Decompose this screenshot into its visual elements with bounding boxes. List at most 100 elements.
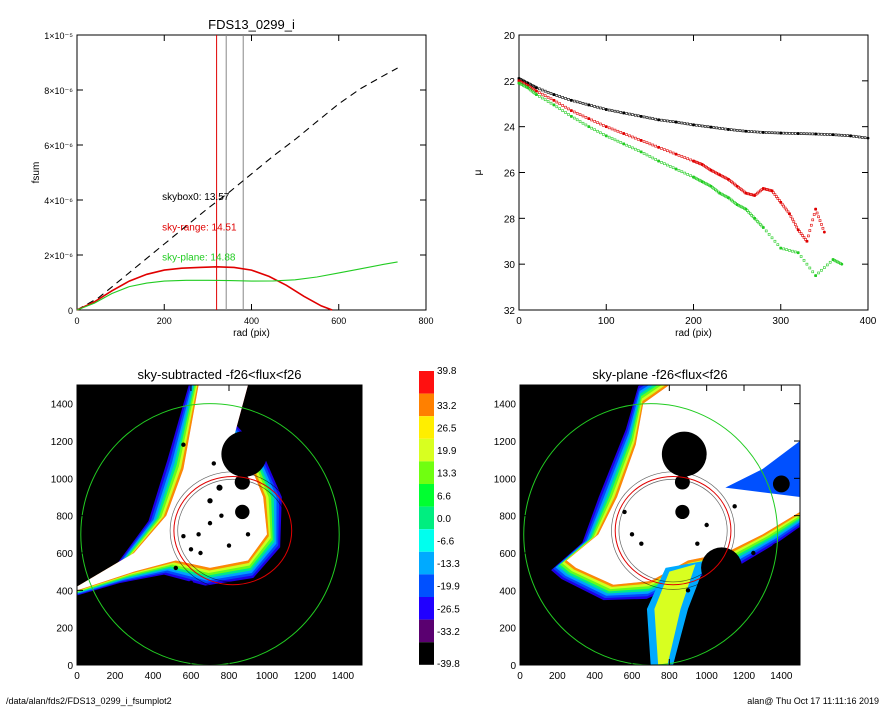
data-point-red <box>671 151 675 155</box>
data-point-black <box>712 126 716 129</box>
data-point-black <box>619 111 623 114</box>
data-point-red <box>636 137 640 141</box>
x-tick-label: 800 <box>418 316 433 326</box>
data-point-black <box>692 123 695 127</box>
data-point-black <box>546 90 550 94</box>
plot-frame <box>76 384 363 666</box>
data-point-red <box>764 188 768 191</box>
data-point-black <box>578 101 582 104</box>
masked-source <box>216 484 223 491</box>
data-point-black <box>634 113 637 117</box>
data-point-black <box>636 114 640 118</box>
data-point-green <box>840 262 844 266</box>
colorbar: 39.8 33.2 26.5 19.9 13.3 6.6 0.0 -6.6 -13.3 -19.9… <box>419 366 460 670</box>
data-point-green <box>831 258 835 261</box>
data-point-green <box>791 249 794 253</box>
masked-source <box>723 578 728 584</box>
data-point-black <box>543 89 547 93</box>
data-point-black <box>706 125 710 129</box>
data-point-green <box>751 215 755 219</box>
x-tick-label: 600 <box>331 316 346 326</box>
data-point-red <box>616 129 620 133</box>
colorbar-label: 13.3 <box>437 469 457 480</box>
masked-source <box>788 625 793 630</box>
masked-source <box>701 547 743 589</box>
data-point-green <box>671 166 675 170</box>
data-point-green <box>526 86 530 90</box>
data-point-red <box>666 149 669 153</box>
annulus-ring <box>177 478 289 583</box>
y-tick-label: 20 <box>504 31 516 42</box>
plot-frame <box>76 34 427 311</box>
data-point-green <box>761 226 765 229</box>
masked-source <box>751 550 756 556</box>
data-point-black <box>715 126 719 130</box>
masked-source <box>235 504 250 520</box>
colorbar-swatch <box>419 619 434 643</box>
colorbar-label: 26.5 <box>437 424 457 435</box>
data-point-black <box>788 132 791 135</box>
data-point-red <box>709 168 713 172</box>
x-axis-label: rad (pix) <box>675 328 712 339</box>
footer-path: /data/alan/fds2/FDS13_0299_i_fsumplot2 <box>6 696 172 706</box>
x-tick-label: 200 <box>157 316 172 326</box>
x-tick-label: 400 <box>145 671 162 682</box>
x-tick-label: 200 <box>107 671 124 682</box>
x-tick-label: 400 <box>586 671 603 682</box>
data-point-red <box>744 191 748 195</box>
masked-source <box>751 616 756 621</box>
data-point-red <box>802 236 806 239</box>
data-point-green <box>628 145 631 148</box>
data-point-black <box>538 87 541 91</box>
data-point-black <box>863 136 867 140</box>
masked-source <box>695 541 700 546</box>
data-point-green <box>773 239 777 243</box>
y-tick-label: 0 <box>67 661 73 672</box>
data-point-green <box>754 218 758 222</box>
data-point-red <box>727 177 730 181</box>
data-point-red <box>642 140 646 143</box>
data-point-green <box>825 263 829 267</box>
data-point-green <box>805 262 809 266</box>
aperture-ellipse-red <box>173 475 293 586</box>
data-point-black <box>831 133 835 137</box>
data-point-black <box>572 99 576 103</box>
data-point-red <box>814 207 818 211</box>
data-point-green <box>750 213 753 217</box>
data-point-black <box>767 131 771 134</box>
data-point-black <box>613 109 617 113</box>
data-point-red <box>753 194 756 197</box>
data-point-green <box>689 174 692 178</box>
aperture-ellipse-red <box>614 475 732 586</box>
data-point-black <box>820 132 823 136</box>
data-point-black <box>761 130 765 134</box>
data-point-red <box>668 150 672 154</box>
y-tick-label: 4×10⁻⁶ <box>44 196 73 206</box>
data-point-green <box>654 158 657 161</box>
data-point-black <box>753 130 756 134</box>
y-tick-label: 2×10⁻⁶ <box>44 251 73 261</box>
data-point-green <box>622 142 626 146</box>
data-point-black <box>581 102 585 105</box>
y-tick-label: 1400 <box>494 400 517 411</box>
colorbar-label: 6.6 <box>437 491 451 502</box>
masked-source <box>196 532 201 537</box>
masked-source <box>782 584 788 589</box>
masked-source <box>622 509 627 515</box>
data-point-green <box>651 156 655 160</box>
data-point-black <box>663 119 666 122</box>
data-point-black <box>825 133 829 136</box>
data-point-green <box>820 268 823 272</box>
masked-source <box>188 547 194 552</box>
data-point-black <box>668 120 672 123</box>
data-point-black <box>657 118 660 122</box>
data-point-red <box>587 117 591 121</box>
data-point-black <box>666 119 669 123</box>
masked-source <box>226 543 232 548</box>
colorbar-swatch <box>419 416 434 439</box>
data-point-red <box>789 215 793 218</box>
y-tick-label: 22 <box>504 77 516 88</box>
data-point-red <box>564 105 567 109</box>
data-point-red <box>747 192 751 196</box>
data-point-red <box>820 223 823 226</box>
